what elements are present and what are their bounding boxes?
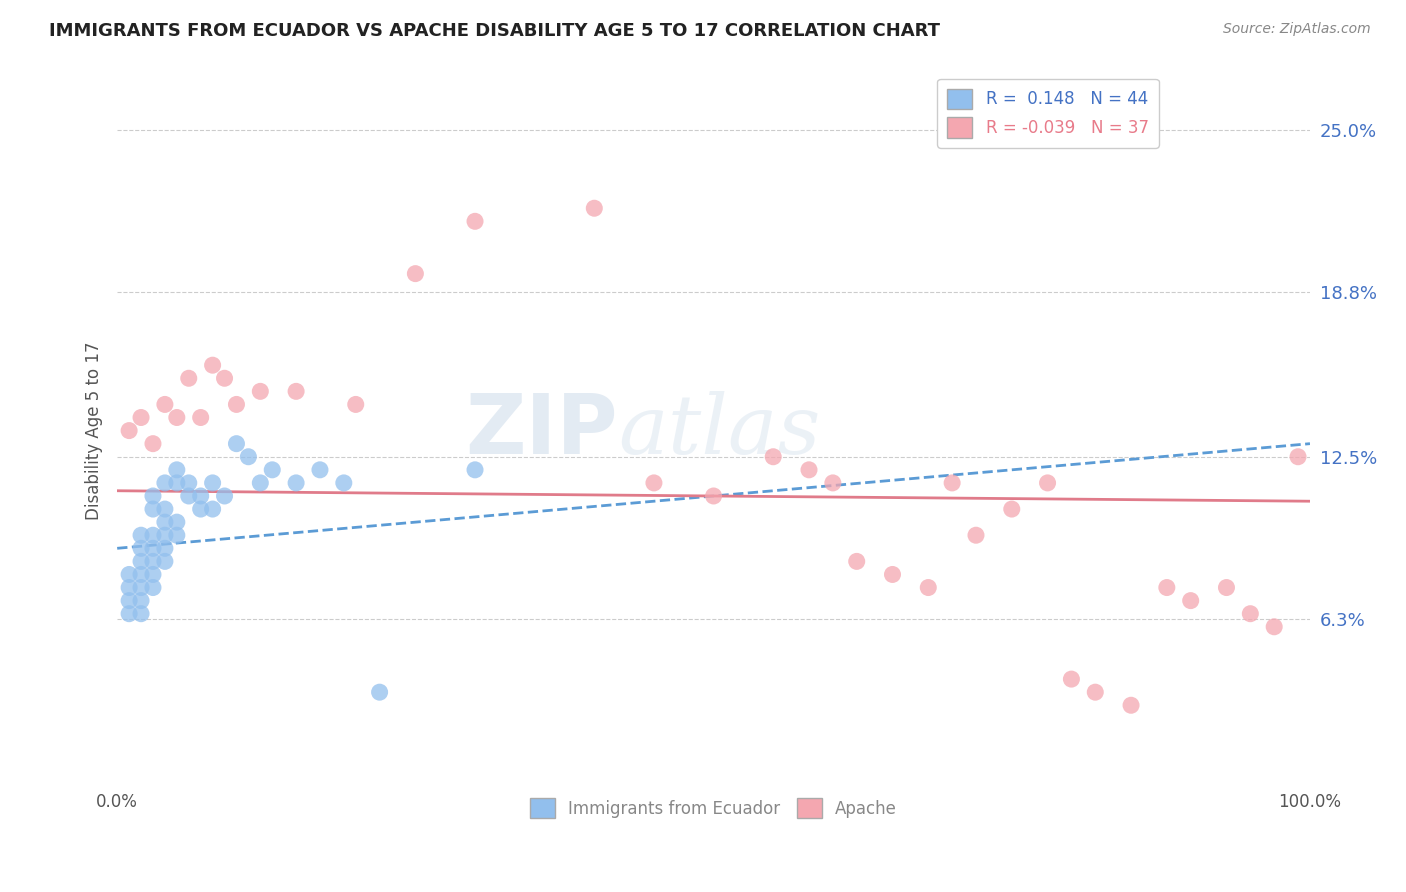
Point xyxy=(118,581,141,595)
Point xyxy=(917,581,939,595)
Point xyxy=(142,502,165,516)
Point xyxy=(201,502,224,516)
Point xyxy=(118,424,141,438)
Point xyxy=(118,567,141,582)
Point xyxy=(821,475,844,490)
Point xyxy=(344,397,367,411)
Point xyxy=(190,489,212,503)
Point xyxy=(1286,450,1309,464)
Point xyxy=(1084,685,1107,699)
Point xyxy=(941,475,963,490)
Point xyxy=(142,567,165,582)
Point xyxy=(142,581,165,595)
Point xyxy=(190,410,212,425)
Point xyxy=(153,397,176,411)
Point xyxy=(129,581,152,595)
Point xyxy=(1119,698,1142,713)
Text: IMMIGRANTS FROM ECUADOR VS APACHE DISABILITY AGE 5 TO 17 CORRELATION CHART: IMMIGRANTS FROM ECUADOR VS APACHE DISABI… xyxy=(49,22,941,40)
Point xyxy=(166,528,188,542)
Point xyxy=(464,214,486,228)
Point xyxy=(1263,620,1285,634)
Legend: Immigrants from Ecuador, Apache: Immigrants from Ecuador, Apache xyxy=(523,791,904,825)
Point xyxy=(129,593,152,607)
Point xyxy=(285,475,308,490)
Point xyxy=(166,515,188,529)
Point xyxy=(142,528,165,542)
Point xyxy=(285,384,308,399)
Point xyxy=(153,475,176,490)
Point xyxy=(153,528,176,542)
Point xyxy=(368,685,391,699)
Point xyxy=(262,463,284,477)
Point xyxy=(1036,475,1059,490)
Point xyxy=(153,541,176,556)
Point xyxy=(404,267,426,281)
Point xyxy=(309,463,332,477)
Point xyxy=(142,436,165,450)
Point xyxy=(1180,593,1202,607)
Point xyxy=(177,489,200,503)
Point xyxy=(129,607,152,621)
Point xyxy=(225,397,247,411)
Point xyxy=(142,489,165,503)
Text: ZIP: ZIP xyxy=(465,390,619,471)
Point xyxy=(190,502,212,516)
Point xyxy=(583,201,606,215)
Point xyxy=(1060,672,1083,686)
Point xyxy=(201,475,224,490)
Point xyxy=(249,475,271,490)
Point xyxy=(1156,581,1178,595)
Point xyxy=(129,541,152,556)
Point xyxy=(153,502,176,516)
Point xyxy=(214,489,236,503)
Point xyxy=(1001,502,1024,516)
Point xyxy=(845,554,868,568)
Point xyxy=(643,475,665,490)
Point xyxy=(142,554,165,568)
Point xyxy=(703,489,725,503)
Point xyxy=(249,384,271,399)
Point xyxy=(153,554,176,568)
Point xyxy=(1215,581,1237,595)
Point xyxy=(142,541,165,556)
Point xyxy=(882,567,904,582)
Point xyxy=(225,436,247,450)
Point xyxy=(129,528,152,542)
Point xyxy=(129,554,152,568)
Text: atlas: atlas xyxy=(619,391,821,471)
Point xyxy=(118,607,141,621)
Point xyxy=(238,450,260,464)
Point xyxy=(177,371,200,385)
Point xyxy=(965,528,987,542)
Point xyxy=(464,463,486,477)
Point xyxy=(214,371,236,385)
Point xyxy=(129,410,152,425)
Point xyxy=(118,593,141,607)
Point xyxy=(177,475,200,490)
Point xyxy=(166,463,188,477)
Y-axis label: Disability Age 5 to 17: Disability Age 5 to 17 xyxy=(86,342,103,520)
Point xyxy=(201,358,224,372)
Point xyxy=(166,475,188,490)
Point xyxy=(333,475,356,490)
Point xyxy=(153,515,176,529)
Point xyxy=(1239,607,1261,621)
Point xyxy=(762,450,785,464)
Point xyxy=(129,567,152,582)
Point xyxy=(797,463,820,477)
Point xyxy=(166,410,188,425)
Text: Source: ZipAtlas.com: Source: ZipAtlas.com xyxy=(1223,22,1371,37)
